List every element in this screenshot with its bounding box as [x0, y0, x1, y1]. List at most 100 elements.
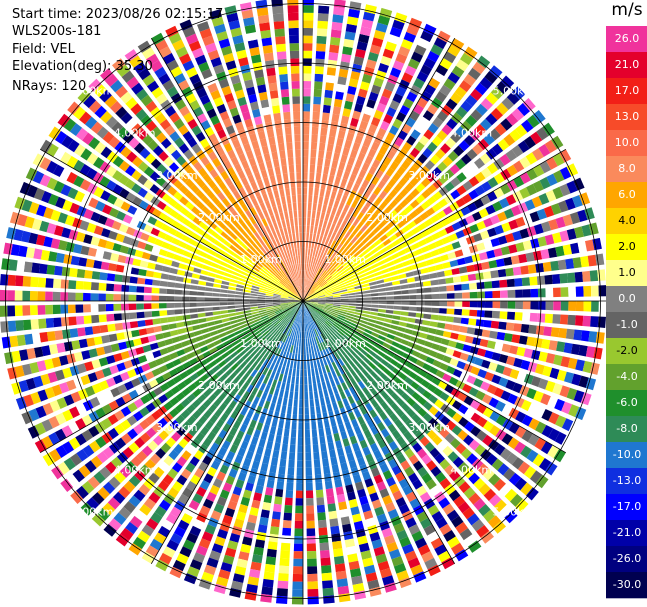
range-gate: [222, 118, 233, 128]
range-gate: [263, 350, 270, 359]
range-gate: [218, 446, 228, 457]
range-gate: [108, 207, 120, 218]
range-gate: [455, 59, 469, 72]
range-gate: [253, 116, 263, 126]
range-gate: [39, 174, 51, 187]
range-gate: [223, 272, 232, 278]
range-gate: [356, 253, 364, 260]
range-gate: [384, 256, 393, 263]
range-gate: [222, 482, 233, 493]
range-gate: [524, 199, 536, 211]
range-gate: [296, 369, 300, 377]
range-gate: [582, 360, 593, 374]
range-gate: [480, 118, 492, 131]
range-gate: [585, 346, 596, 358]
range-gate: [306, 331, 309, 339]
range-gate: [262, 358, 269, 367]
range-gate: [242, 372, 250, 381]
range-gate: [299, 240, 303, 248]
range-gate: [145, 352, 155, 361]
range-gate: [421, 347, 431, 355]
range-gate: [334, 176, 341, 185]
range-gate: [232, 34, 244, 45]
range-gate: [410, 188, 420, 198]
range-gate: [36, 360, 47, 372]
range-gate: [337, 316, 345, 321]
range-gate: [390, 252, 400, 260]
range-gate: [250, 304, 258, 307]
range-gate: [271, 395, 278, 404]
range-gate: [289, 50, 300, 59]
range-gate: [281, 278, 288, 285]
range-gate: [304, 391, 309, 400]
range-gate: [33, 187, 45, 201]
range-gate: [91, 492, 105, 505]
range-gate: [272, 302, 281, 305]
range-gate: [534, 405, 546, 418]
range-gate: [163, 258, 173, 266]
range-gate: [311, 321, 316, 330]
range-gate: [146, 327, 155, 335]
range-gate: [179, 196, 189, 206]
range-gate: [475, 390, 486, 401]
range-gate: [101, 432, 113, 444]
range-gate: [258, 91, 268, 101]
range-gate: [310, 264, 315, 272]
range-gate: [240, 440, 249, 450]
range-gate: [274, 28, 285, 37]
range-gate: [488, 260, 498, 269]
range-gate: [375, 22, 388, 33]
range-gate: [66, 155, 79, 169]
range-gate: [221, 351, 230, 359]
range-gate: [143, 166, 155, 177]
range-gate: [259, 287, 267, 292]
range-gate: [221, 85, 232, 96]
range-gate: [441, 124, 453, 136]
range-gate: [208, 403, 218, 413]
range-gate: [314, 241, 318, 250]
range-gate: [303, 293, 305, 301]
range-gate: [43, 207, 54, 219]
range-gate: [223, 396, 232, 406]
range-gate: [152, 145, 164, 157]
range-gate: [125, 165, 136, 177]
range-gate: [54, 330, 64, 341]
range-gate: [218, 360, 227, 368]
range-gate: [426, 429, 438, 440]
range-gate: [278, 314, 286, 321]
range-gate: [374, 405, 384, 415]
range-gate: [144, 371, 155, 381]
range-gate: [164, 424, 175, 436]
range-gate: [505, 194, 517, 206]
range-gate: [205, 355, 214, 363]
range-gate: [297, 278, 300, 287]
range-gate: [371, 304, 379, 308]
range-gate: [254, 277, 263, 283]
range-gate: [195, 545, 208, 556]
range-gate: [227, 500, 238, 511]
range-gate: [553, 448, 566, 463]
range-gate: [277, 340, 283, 349]
range-gate: [192, 519, 205, 530]
range-gate: [146, 53, 159, 66]
range-gate: [350, 236, 358, 244]
range-gate: [510, 255, 520, 265]
range-gate: [270, 280, 278, 286]
range-ring-label: 5.00km: [493, 505, 535, 518]
range-gate: [312, 444, 319, 453]
range-gate: [290, 272, 295, 281]
range-gate: [273, 190, 280, 199]
range-gate: [258, 438, 266, 448]
range-gate: [279, 358, 285, 366]
range-gate: [250, 436, 259, 446]
range-gate: [452, 400, 463, 411]
range-gate: [160, 273, 169, 280]
range-gate: [467, 273, 477, 281]
range-gate: [242, 416, 251, 426]
scan-info: Start time: 2023/08/26 02:15:17 WLS200s-…: [12, 6, 223, 95]
range-gate: [305, 437, 311, 446]
range-gate: [315, 51, 326, 60]
range-gate: [285, 234, 290, 243]
range-gate: [84, 385, 96, 397]
range-gate: [385, 132, 396, 142]
